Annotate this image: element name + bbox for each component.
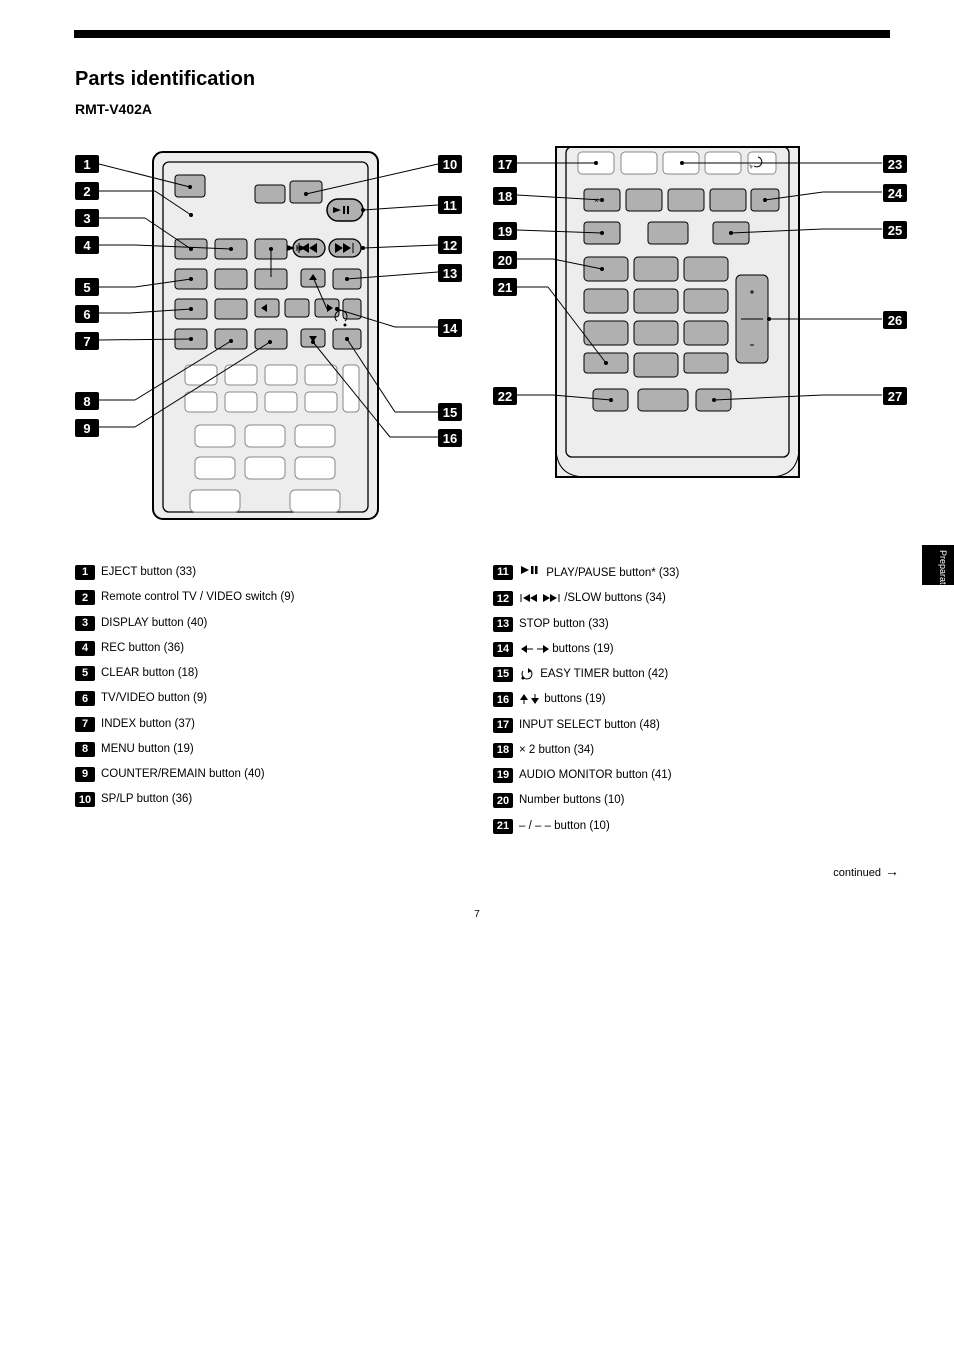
- legend-num: 15: [493, 667, 513, 682]
- legend-text: DISPLAY button (40): [101, 615, 473, 632]
- legend-num: 3: [75, 616, 95, 631]
- callout-21: 21: [493, 278, 517, 296]
- legend-num: 14: [493, 642, 513, 657]
- diagram-svg-left: [75, 147, 463, 519]
- legend-num: 1: [75, 565, 95, 580]
- legend-text: SP/LP button (36): [101, 791, 473, 808]
- legend-text: INPUT SELECT button (48): [519, 717, 891, 734]
- callout-26: 26: [883, 311, 907, 329]
- legend-num: 10: [75, 792, 95, 807]
- legend-text: AUDIO MONITOR button (41): [519, 767, 891, 784]
- callout-2: 2: [75, 182, 99, 200]
- legend-text: INDEX button (37): [101, 716, 473, 733]
- callout-11: 11: [438, 196, 462, 214]
- legend-num: 2: [75, 590, 95, 605]
- legend-num: 6: [75, 691, 95, 706]
- callout-6: 6: [75, 305, 99, 323]
- legend-num: 12: [493, 591, 513, 606]
- callout-20: 20: [493, 251, 517, 269]
- legend-text: Remote control TV / VIDEO switch (9): [101, 589, 473, 606]
- diagram-svg-right: ×: [493, 147, 908, 491]
- callout-12: 12: [438, 236, 462, 254]
- legend-num: 5: [75, 666, 95, 681]
- callout-23: 23: [883, 155, 907, 173]
- callout-10: 10: [438, 155, 462, 173]
- legend-text: PLAY ►II / PAUSE button* (33) PLAY/PAUSE…: [519, 564, 891, 582]
- page-number: 7: [0, 909, 954, 920]
- legend: 1 EJECT button (33) 2 Remote control TV / …: [75, 564, 954, 843]
- callout-5: 5: [75, 278, 99, 296]
- side-tab-label: Preparations: [938, 550, 948, 601]
- diagram-remote-top: 1 2 3 4 5 6 7 8 9 10 11 12 13 14 15 16: [75, 147, 463, 519]
- legend-num: 20: [493, 793, 513, 808]
- legend-num: 21: [493, 819, 513, 834]
- legend-text: COUNTER/REMAIN button (40): [101, 766, 473, 783]
- legend-text: TV/VIDEO button (9): [101, 690, 473, 707]
- diagram-remote-bottom: ×: [493, 147, 908, 491]
- callout-9: 9: [75, 419, 99, 437]
- legend-num: 8: [75, 742, 95, 757]
- callout-22: 22: [493, 387, 517, 405]
- callout-17: 17: [493, 155, 517, 173]
- legend-num: 18: [493, 743, 513, 758]
- svg-text:×: ×: [594, 196, 599, 205]
- continue-indicator: continued→: [0, 863, 899, 879]
- legend-text: EASY TIMER button (42): [519, 666, 891, 683]
- legend-text: STOP button (33): [519, 616, 891, 633]
- legend-num: 4: [75, 641, 95, 656]
- legend-num: 19: [493, 768, 513, 783]
- callout-3: 3: [75, 209, 99, 227]
- legend-text: – / – – button (10): [519, 818, 891, 835]
- callout-24: 24: [883, 184, 907, 202]
- callout-4: 4: [75, 236, 99, 254]
- callout-14: 14: [438, 319, 462, 337]
- callout-8: 8: [75, 392, 99, 410]
- callout-27: 27: [883, 387, 907, 405]
- legend-text: EJECT button (33): [101, 564, 473, 581]
- legend-text: Number buttons (10): [519, 792, 891, 809]
- legend-text: /SLOW buttons (34): [519, 590, 891, 607]
- callout-18: 18: [493, 187, 517, 205]
- callout-16: 16: [438, 429, 462, 447]
- section-heading: RMT-V402A: [75, 101, 954, 117]
- header-rule: [74, 30, 890, 38]
- legend-num: 9: [75, 767, 95, 782]
- legend-num: 7: [75, 717, 95, 732]
- callout-7: 7: [75, 332, 99, 350]
- legend-num: 13: [493, 617, 513, 632]
- callout-15: 15: [438, 403, 462, 421]
- page-title: Parts identification: [75, 68, 890, 91]
- legend-text: × 2 button (34): [519, 742, 891, 759]
- legend-col-right: 11 PLAY ►II / PAUSE button* (33) PLAY/PA…: [493, 564, 891, 843]
- legend-text: REC button (36): [101, 640, 473, 657]
- callout-19: 19: [493, 222, 517, 240]
- legend-text: buttons (19): [519, 691, 891, 708]
- callout-25: 25: [883, 221, 907, 239]
- legend-num: 17: [493, 718, 513, 733]
- legend-text: MENU button (19): [101, 741, 473, 758]
- legend-text: buttons (19): [519, 641, 891, 658]
- legend-num: 16: [493, 692, 513, 707]
- callout-13: 13: [438, 264, 462, 282]
- callout-1: 1: [75, 155, 99, 173]
- arrow-right-icon: →: [885, 863, 899, 879]
- legend-col-left: 1 EJECT button (33) 2 Remote control TV / …: [75, 564, 473, 843]
- legend-text: CLEAR button (18): [101, 665, 473, 682]
- legend-num: 11: [493, 565, 513, 580]
